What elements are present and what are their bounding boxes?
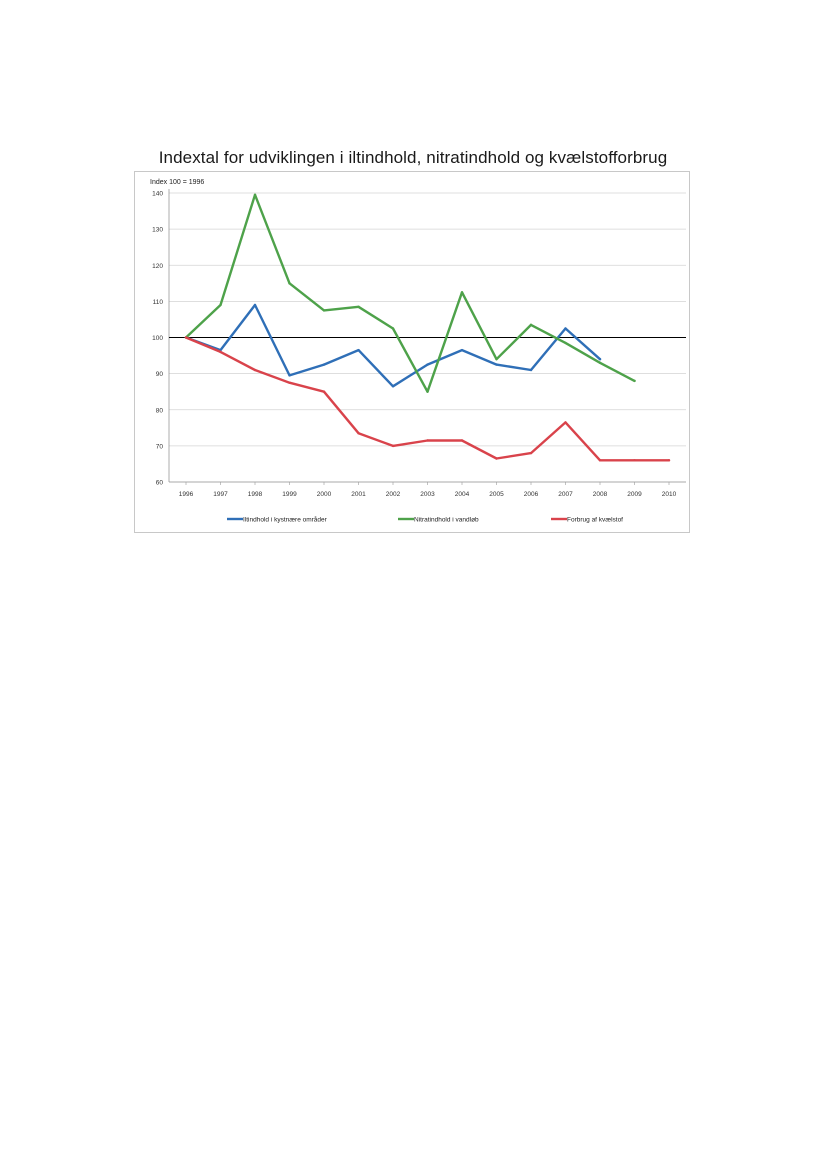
data-point xyxy=(426,390,429,393)
x-tick-label: 2007 xyxy=(558,491,573,498)
data-point xyxy=(598,459,602,462)
data-point xyxy=(667,459,671,462)
data-point xyxy=(322,309,326,312)
data-point xyxy=(564,421,567,424)
data-point xyxy=(288,374,291,377)
data-point xyxy=(495,363,498,366)
x-tick-label: 2008 xyxy=(593,491,608,498)
x-tick-label: 2003 xyxy=(420,491,435,498)
data-point xyxy=(460,439,464,442)
data-point xyxy=(391,444,395,448)
data-point xyxy=(184,336,188,339)
legend-label: Nitratindhold i vandløb xyxy=(414,516,479,523)
chart-frame xyxy=(134,171,690,533)
legend-label: Iltindhold i kystnære områder xyxy=(243,515,328,523)
data-point xyxy=(357,305,360,308)
x-tick-label: 2010 xyxy=(662,491,677,498)
y-tick-label: 100 xyxy=(152,335,163,342)
data-point xyxy=(426,363,429,366)
data-point xyxy=(598,357,602,361)
x-tick-label: 1998 xyxy=(248,491,263,498)
x-tick-label: 2006 xyxy=(524,491,539,498)
y-tick-label: 80 xyxy=(156,407,164,414)
x-tick-label: 2001 xyxy=(351,491,366,498)
data-point xyxy=(357,432,360,435)
data-point xyxy=(495,457,498,460)
y-tick-label: 90 xyxy=(156,371,164,378)
x-tick-label: 2000 xyxy=(317,491,332,498)
data-point xyxy=(598,361,602,364)
y-tick-label: 70 xyxy=(156,443,164,450)
series-line-2 xyxy=(184,193,636,393)
data-point xyxy=(357,348,360,352)
data-point xyxy=(288,282,291,285)
data-point xyxy=(426,439,429,442)
data-point xyxy=(529,368,533,372)
data-point xyxy=(219,350,222,354)
chart-title: Indextal for udviklingen i iltindhold, n… xyxy=(158,148,668,167)
data-point xyxy=(529,451,533,455)
data-point xyxy=(529,323,533,327)
data-point xyxy=(564,327,567,330)
y-tick-label: 120 xyxy=(152,263,163,270)
data-point xyxy=(460,348,464,352)
y-tick-label: 60 xyxy=(156,480,164,487)
x-tick-label: 1996 xyxy=(179,491,194,498)
x-tick-label: 1999 xyxy=(282,491,297,498)
data-point xyxy=(391,327,395,330)
data-point xyxy=(391,385,395,388)
data-point xyxy=(633,459,636,462)
data-point xyxy=(288,381,291,384)
data-point xyxy=(460,291,464,294)
data-point xyxy=(564,341,567,345)
data-point xyxy=(633,379,636,383)
data-point xyxy=(253,303,257,307)
x-tick-label: 2004 xyxy=(455,491,470,498)
data-point xyxy=(322,363,326,366)
data-point xyxy=(253,368,257,372)
data-point xyxy=(219,303,222,307)
y-tick-label: 130 xyxy=(152,227,163,234)
series-line-1 xyxy=(184,303,602,388)
x-tick-label: 2009 xyxy=(627,491,642,498)
data-point xyxy=(253,193,257,197)
data-point xyxy=(322,390,326,393)
y-tick-label: 140 xyxy=(152,191,163,198)
x-tick-label: 2002 xyxy=(386,491,401,498)
y-axis-label: Index 100 = 1996 xyxy=(150,179,204,186)
x-tick-label: 1997 xyxy=(213,491,228,498)
data-point xyxy=(495,357,498,361)
legend-label: Forbrug af kvælstof xyxy=(567,516,623,523)
x-tick-label: 2005 xyxy=(489,491,504,498)
y-tick-label: 110 xyxy=(153,299,164,306)
